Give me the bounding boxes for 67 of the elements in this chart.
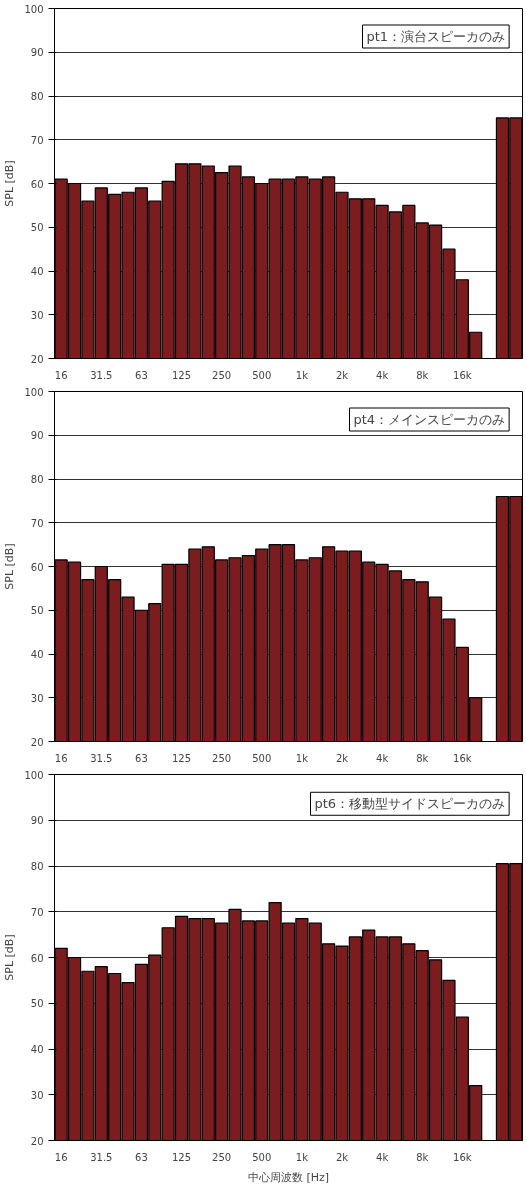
- x-tick-label: 16: [54, 752, 68, 764]
- y-tick-label: 40: [30, 1044, 44, 1055]
- y-tick-label: 80: [30, 474, 44, 485]
- x-tick-label: 2k: [335, 752, 349, 764]
- x-tick-label: 1k: [295, 1151, 309, 1163]
- x-tick-label: 31.5: [90, 1151, 113, 1163]
- x-tick-label: 500: [252, 369, 272, 381]
- y-tick-label: 20: [30, 353, 44, 365]
- x-tick-label: 250: [212, 1151, 232, 1163]
- y-tick-label: 40: [30, 266, 44, 277]
- y-tick-label: 60: [30, 952, 44, 964]
- x-tick-label: 125: [171, 752, 192, 764]
- x-tick-label: 31.5: [90, 752, 113, 764]
- y-tick-label: 20: [30, 736, 44, 748]
- y-tick-label: 90: [30, 430, 44, 442]
- x-tick-label: 1k: [295, 752, 309, 764]
- x-tick-label: 16k: [453, 1151, 472, 1163]
- x-tick-label: 8k: [416, 1151, 429, 1163]
- y-axis-title: SPL [dB]: [3, 543, 17, 590]
- y-tick-label: 40: [30, 649, 44, 660]
- y-tick-label: 70: [30, 134, 44, 146]
- x-tick-label: 4k: [376, 369, 389, 381]
- y-tick-label: 70: [30, 906, 44, 918]
- y-tick-label: 60: [30, 561, 44, 573]
- x-axis-title: 中心周波数 [Hz]: [247, 1170, 330, 1184]
- annotation: pt6：移動型サイドスピーカのみ: [314, 796, 506, 812]
- y-tick-label: 30: [30, 1089, 44, 1101]
- x-tick-label: 63: [135, 1151, 148, 1163]
- y-tick-label: 50: [30, 222, 44, 234]
- y-tick-label: 70: [30, 517, 44, 529]
- y-tick-label: 80: [30, 861, 44, 872]
- y-tick-label: 30: [30, 309, 44, 321]
- annotation: pt1：演台スピーカのみ: [366, 29, 506, 44]
- x-tick-label: 2k: [335, 369, 349, 381]
- y-tick-label: 90: [30, 815, 44, 827]
- y-tick-label: 30: [30, 692, 44, 704]
- y-tick-label: 80: [30, 91, 44, 102]
- x-tick-label: 250: [212, 369, 232, 381]
- y-tick-label: 50: [30, 998, 44, 1010]
- x-tick-label: 4k: [376, 1151, 389, 1163]
- x-tick-label: 500: [252, 752, 272, 764]
- x-tick-label: 2k: [335, 1151, 349, 1163]
- x-tick-label: 4k: [376, 752, 389, 764]
- y-tick-label: 90: [30, 47, 44, 59]
- x-tick-label: 500: [252, 1151, 272, 1163]
- x-tick-label: 8k: [416, 752, 429, 764]
- x-tick-label: 125: [171, 369, 192, 381]
- x-tick-label: 16k: [453, 369, 472, 381]
- y-tick-label: 20: [30, 1135, 44, 1147]
- x-tick-label: 16: [54, 1151, 68, 1163]
- x-tick-label: 8k: [416, 369, 429, 381]
- x-tick-label: 31.5: [90, 369, 113, 381]
- x-tick-label: 1k: [295, 369, 309, 381]
- y-tick-label: 50: [30, 605, 44, 617]
- x-tick-label: 125: [171, 1151, 192, 1163]
- x-tick-label: 16k: [453, 752, 472, 764]
- x-tick-label: 63: [135, 369, 148, 381]
- x-tick-label: 250: [212, 752, 232, 764]
- x-tick-label: 16: [54, 369, 68, 381]
- y-tick-label: 60: [30, 178, 44, 190]
- y-tick-label: 100: [24, 769, 44, 781]
- x-tick-label: 63: [135, 752, 148, 764]
- y-axis-title: SPL [dB]: [3, 934, 17, 981]
- y-tick-label: 100: [24, 386, 44, 398]
- y-tick-label: 100: [24, 3, 44, 15]
- y-axis-title: SPL [dB]: [3, 160, 17, 207]
- annotation: pt4：メインスピーカのみ: [353, 412, 506, 427]
